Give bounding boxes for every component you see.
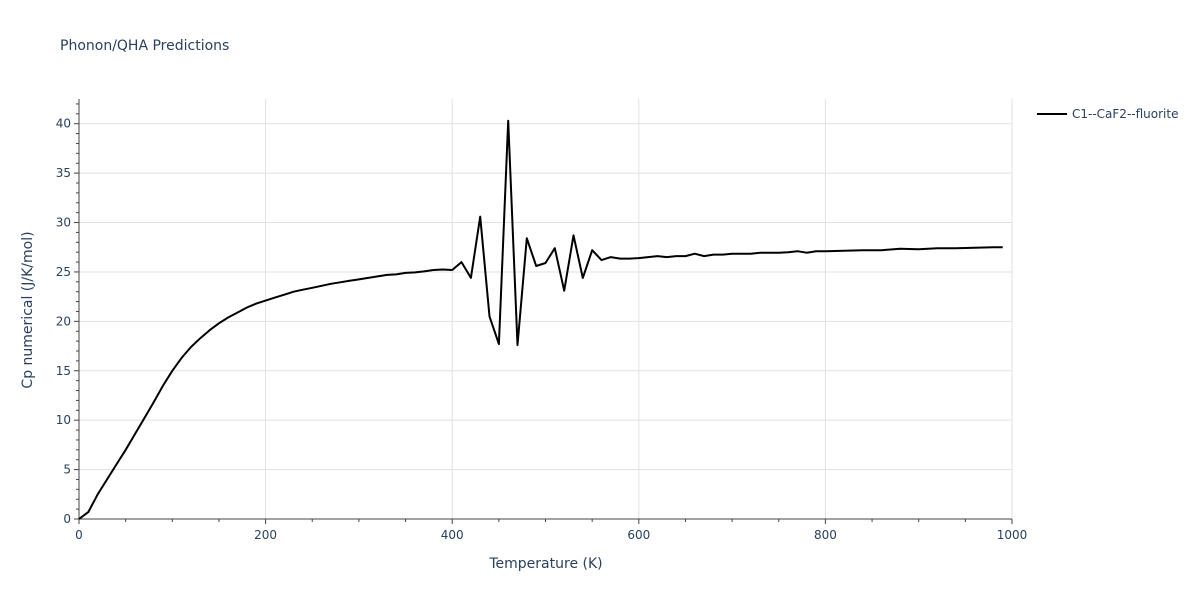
series-line[interactable] bbox=[78, 119, 1003, 520]
y-axis-title: Cp numerical (J/K/mol) bbox=[20, 231, 36, 388]
grid bbox=[79, 99, 1013, 519]
x-tick-label: 600 bbox=[627, 528, 650, 542]
y-tick-label: 10 bbox=[56, 413, 71, 427]
y-tick-label: 5 bbox=[63, 463, 71, 477]
axes: 0 200 400 600 800 1000 0 5 10 15 20 25 30 35 40 bbox=[56, 99, 1028, 542]
x-axis-title: Temperature (K) bbox=[488, 556, 602, 572]
x-tick-label: 0 bbox=[75, 528, 83, 542]
y-tick-label: 20 bbox=[56, 314, 71, 328]
series-layer bbox=[78, 119, 1003, 520]
y-tick-label: 25 bbox=[56, 265, 71, 279]
y-tick-label: 35 bbox=[56, 166, 71, 180]
legend[interactable]: C1--CaF2--fluorite bbox=[1037, 107, 1178, 121]
y-tick-label: 40 bbox=[56, 117, 71, 131]
x-tick-label: 800 bbox=[814, 528, 837, 542]
x-tick-label: 400 bbox=[441, 528, 464, 542]
y-tick-label: 15 bbox=[56, 364, 71, 378]
x-tick-label: 200 bbox=[254, 528, 277, 542]
y-tick-label: 30 bbox=[56, 216, 71, 230]
x-tick-label: 1000 bbox=[997, 528, 1028, 542]
y-tick-label: 0 bbox=[63, 512, 71, 526]
legend-label: C1--CaF2--fluorite bbox=[1072, 107, 1178, 121]
chart-title: Phonon/QHA Predictions bbox=[60, 38, 229, 54]
